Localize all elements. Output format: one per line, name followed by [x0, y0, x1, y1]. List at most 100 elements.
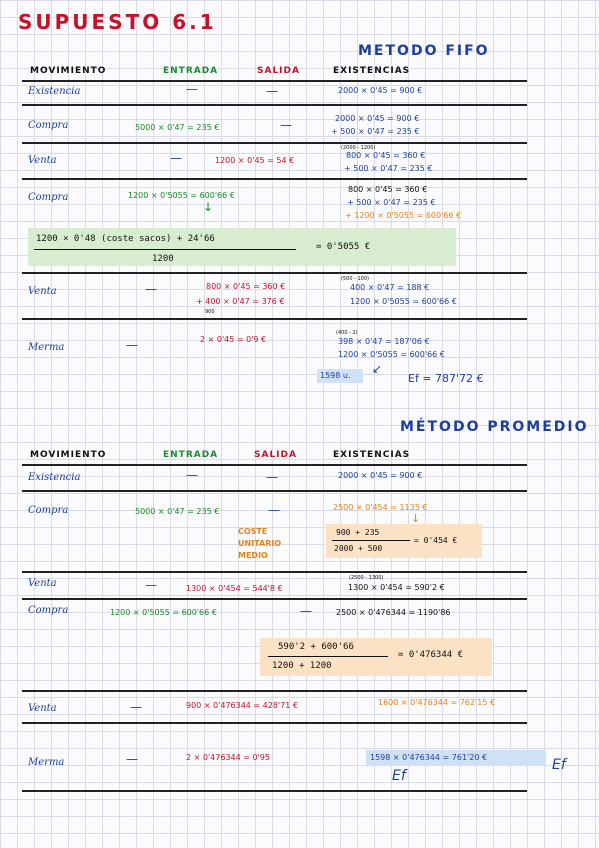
promedio-row2-existencias: 2500 × 0'454 = 1135 €	[333, 503, 428, 512]
page-title: SUPUESTO 6.1	[18, 10, 217, 34]
promedio-row4-entrada: 1200 × 0'5055 = 600'66 €	[110, 608, 217, 617]
promedio-avg-cost-box-2	[260, 638, 492, 676]
fifo-header-entrada: ENTRADA	[163, 66, 219, 76]
promedio-row6-entrada-dash: —	[126, 752, 138, 766]
promedio-row2-frac-bar	[332, 540, 410, 541]
promedio-row2-frac-den: 2000 + 500	[334, 544, 383, 553]
promedio-method-title: MÉTODO PROMEDIO	[400, 419, 589, 435]
promedio-row2-salida-dash: —	[268, 503, 280, 517]
fifo-row5-existencias-2: 1200 × 0'5055 = 600'66 €	[350, 297, 457, 306]
fifo-row3-salida: 1200 × 0'45 = 54 €	[215, 156, 295, 165]
promedio-row4-frac-den: 1200 + 1200	[272, 661, 332, 671]
promedio-row1-rule	[22, 490, 527, 492]
fifo-row2-existencias-1: 2000 × 0'45 = 900 €	[335, 114, 420, 123]
fifo-row4-movimiento: Compra	[28, 192, 69, 203]
promedio-header-rule	[22, 464, 527, 466]
fifo-header-rule	[22, 80, 527, 82]
promedio-cost-label-1: COSTE	[238, 527, 268, 536]
fifo-row6-entrada-dash: —	[126, 338, 138, 352]
promedio-row1-salida-dash: —	[266, 470, 278, 484]
promedio-row2-frac-num: 900 + 235	[336, 528, 380, 537]
fifo-row1-salida-dash: —	[266, 84, 278, 98]
fifo-row3-existencias-2: + 500 × 0'47 = 235 €	[344, 164, 433, 173]
fifo-row4-existencias-3: + 1200 × 0'5055 = 600'66 €	[345, 211, 462, 220]
promedio-row4-frac-bar	[268, 656, 388, 657]
fifo-row5-rule	[22, 318, 527, 320]
fifo-row5-movimiento: Venta	[28, 286, 57, 297]
promedio-row3-movimiento: Venta	[28, 578, 57, 589]
fifo-row4-arrow-icon: ↓	[203, 200, 214, 214]
fifo-header-salida: SALIDA	[257, 66, 300, 76]
promedio-row6-salida: 2 × 0'476344 = 0'95	[186, 753, 270, 762]
fifo-row2-existencias-2: + 500 × 0'47 = 235 €	[331, 127, 420, 136]
fifo-row3-movimiento: Venta	[28, 155, 57, 166]
fifo-cost-formula-box	[28, 228, 456, 266]
promedio-cost-label-2: UNITARIO	[238, 539, 282, 548]
promedio-cost-label-3: MEDIO	[238, 551, 268, 560]
fifo-row5-salida-den: 900	[205, 309, 215, 315]
promedio-row3-note: (2500 - 1300)	[349, 575, 384, 581]
promedio-row1-movimiento: Existencia	[28, 472, 81, 483]
promedio-row4-movimiento: Compra	[28, 605, 69, 616]
promedio-row2-arrow-icon: ↓	[411, 512, 421, 525]
promedio-row4-frac-res: = 0'476344 €	[398, 650, 464, 660]
promedio-header-salida: SALIDA	[254, 450, 297, 460]
fifo-total-units: 1598 u.	[320, 371, 351, 380]
fifo-row6-movimiento: Merma	[28, 342, 65, 353]
promedio-row4-existencias: 2500 × 0'476344 = 1190'86	[336, 608, 451, 617]
promedio-avg-cost-box-1	[326, 524, 482, 558]
promedio-row2-frac-res: = 0'454 €	[414, 536, 458, 545]
promedio-row3-entrada-dash: —	[145, 578, 157, 592]
promedio-row5-salida: 900 × 0'476344 = 428'71 €	[186, 701, 298, 710]
fifo-row5-entrada-dash: —	[145, 282, 157, 296]
promedio-row6-rule	[22, 790, 527, 792]
fifo-row1-movimiento: Existencia	[28, 86, 81, 97]
promedio-row4-rule	[22, 690, 527, 692]
fifo-row6-existencias-2: 1200 × 0'5055 = 600'66 €	[338, 350, 445, 359]
fifo-row4-rule	[22, 272, 527, 274]
promedio-row4-frac-num: 590'2 + 600'66	[278, 642, 354, 652]
fifo-method-title: METODO FIFO	[358, 43, 490, 59]
fifo-row5-salida-2: + 400 × 0'47 = 376 €	[196, 297, 285, 306]
fifo-row3-existencias-1: 800 × 0'45 = 360 €	[346, 151, 426, 160]
promedio-header-existencias: EXISTENCIAS	[333, 450, 411, 460]
fifo-ef-arrow-icon: ↙	[372, 362, 383, 376]
fifo-cost-formula-denominator: 1200	[152, 254, 174, 264]
fifo-cost-formula-numerator: 1200 × 0'48 (coste sacos) + 24'66	[36, 234, 215, 244]
promedio-row2-movimiento: Compra	[28, 505, 69, 516]
fifo-header-movimiento: MOVIMIENTO	[30, 66, 107, 76]
fifo-row1-rule	[22, 104, 527, 106]
fifo-total-units-box	[317, 369, 363, 383]
promedio-row5-entrada-dash: —	[130, 700, 142, 714]
promedio-row6-movimiento: Merma	[28, 757, 65, 768]
promedio-header-entrada: ENTRADA	[163, 450, 219, 460]
promedio-row1-entrada-dash: —	[186, 468, 198, 482]
fifo-row5-existencias-1: 400 × 0'47 = 188 €	[350, 283, 430, 292]
fifo-row6-salida: 2 × 0'45 = 0'9 €	[200, 335, 267, 344]
promedio-row5-existencias: 1600 × 0'476344 = 762'15 €	[378, 698, 496, 707]
fifo-row3-entrada-dash: —	[170, 151, 182, 165]
promedio-row5-rule	[22, 722, 527, 724]
fifo-row6-existencias-1: 398 × 0'47 = 187'06 €	[338, 337, 430, 346]
promedio-row5-movimiento: Venta	[28, 703, 57, 714]
fifo-header-existencias: EXISTENCIAS	[333, 66, 411, 76]
promedio-header-movimiento: MOVIMIENTO	[30, 450, 107, 460]
fifo-final-stock-value: Ef = 787'72 €	[408, 372, 484, 385]
promedio-row4-salida-dash: —	[300, 604, 312, 618]
fifo-cost-formula-result: = 0'5055 €	[316, 242, 371, 252]
fifo-row1-entrada-dash: —	[186, 82, 198, 96]
fifo-row5-note: (500 - 100)	[341, 276, 369, 282]
fifo-row2-salida-dash: —	[280, 118, 292, 132]
fifo-row2-rule	[22, 142, 527, 144]
promedio-ef-left: Ef	[392, 768, 406, 784]
promedio-ef-right: Ef	[552, 757, 566, 773]
fifo-row3-rule	[22, 178, 527, 180]
fifo-row1-existencias: 2000 × 0'45 = 900 €	[338, 86, 423, 95]
promedio-row3-rule	[22, 598, 527, 600]
fifo-row2-movimiento: Compra	[28, 120, 69, 131]
promedio-row6-existencias: 1598 × 0'476344 = 761'20 €	[370, 753, 488, 762]
promedio-final-stock-box	[366, 750, 546, 766]
fifo-row5-salida-1: 800 × 0'45 = 360 €	[206, 282, 286, 291]
fifo-row4-entrada: 1200 × 0'5055 = 600'66 €	[128, 191, 235, 200]
promedio-row1-existencias: 2000 × 0'45 = 900 €	[338, 471, 423, 480]
